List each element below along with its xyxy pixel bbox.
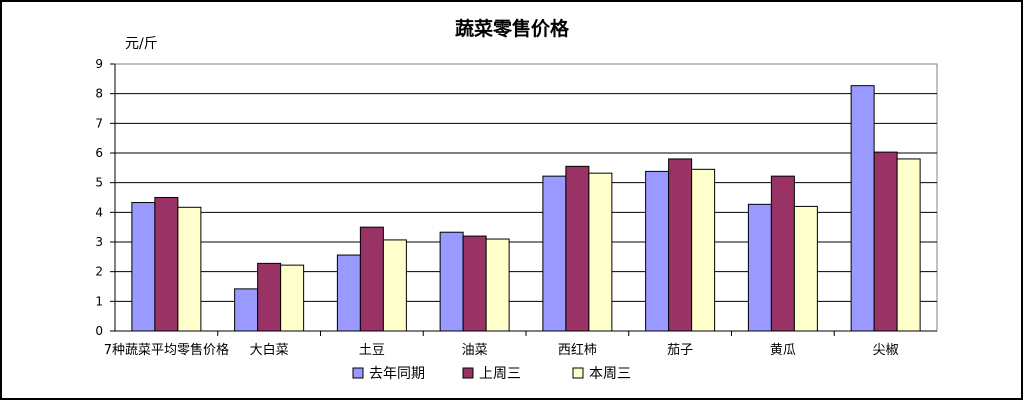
y-tick-label: 4 bbox=[95, 205, 103, 219]
bar-7-1 bbox=[873, 151, 898, 332]
x-tick-label: 尖椒 bbox=[873, 343, 899, 358]
bar-6-0 bbox=[747, 203, 772, 332]
legend-swatch-0 bbox=[352, 367, 364, 379]
bar-1-0 bbox=[234, 288, 259, 332]
y-tick-label: 2 bbox=[95, 265, 103, 279]
y-tick-label: 0 bbox=[95, 324, 103, 338]
x-tick-label: 大白菜 bbox=[250, 342, 289, 358]
legend: 去年同期 上周三 本周三 bbox=[352, 366, 631, 382]
bar-6-1 bbox=[770, 175, 795, 332]
x-tick-label: 土豆 bbox=[359, 343, 385, 358]
bar-5-0 bbox=[645, 170, 670, 332]
x-tick-label: 油菜 bbox=[462, 343, 488, 358]
bar-3-1 bbox=[462, 235, 487, 332]
bar-4-0 bbox=[542, 175, 567, 332]
y-tick-label: 1 bbox=[95, 294, 103, 308]
bar-4-1 bbox=[565, 165, 590, 332]
legend-swatch-1 bbox=[462, 367, 474, 379]
x-tick-label: 黄瓜 bbox=[770, 343, 796, 358]
legend-label-2: 本周三 bbox=[589, 366, 631, 382]
bar-2-2 bbox=[382, 239, 407, 332]
bar-2-0 bbox=[336, 254, 361, 332]
y-tick-label: 6 bbox=[95, 146, 103, 160]
y-tick-label: 9 bbox=[95, 57, 103, 71]
x-tick-label: 茄子 bbox=[667, 343, 693, 358]
bar-5-2 bbox=[691, 168, 716, 332]
bar-0-0 bbox=[131, 202, 156, 332]
plot-area: 0 1 2 3 4 5 6 7 8 9 7种蔬菜平均零售价格 大白菜 土豆 油菜 西红柿 茄子 黄瓜 尖椒 bbox=[95, 57, 938, 358]
bar-2-1 bbox=[359, 226, 384, 332]
legend-label-1: 上周三 bbox=[479, 366, 521, 382]
y-tick-label: 7 bbox=[95, 116, 103, 130]
bar-7-0 bbox=[850, 85, 875, 332]
bar-0-2 bbox=[177, 206, 202, 332]
y-tick-label: 5 bbox=[95, 176, 103, 190]
x-tick-label: 西红柿 bbox=[558, 342, 597, 358]
bar-3-2 bbox=[485, 238, 510, 332]
bar-0-1 bbox=[154, 197, 179, 332]
y-axis-unit: 元/斤 bbox=[125, 36, 158, 52]
legend-swatch-2 bbox=[572, 367, 584, 379]
y-tick-label: 3 bbox=[95, 235, 103, 249]
bar-4-2 bbox=[588, 172, 613, 332]
bar-5-1 bbox=[668, 158, 693, 332]
bar-1-1 bbox=[257, 262, 282, 332]
y-tick-label: 8 bbox=[95, 87, 103, 101]
bar-1-2 bbox=[280, 264, 305, 332]
x-tick-label: 7种蔬菜平均零售价格 bbox=[104, 342, 229, 358]
bar-7-2 bbox=[896, 158, 921, 332]
bar-6-2 bbox=[793, 205, 818, 332]
bar-3-0 bbox=[439, 231, 464, 332]
chart-title: 蔬菜零售价格 bbox=[455, 17, 570, 40]
legend-label-0: 去年同期 bbox=[369, 366, 425, 382]
